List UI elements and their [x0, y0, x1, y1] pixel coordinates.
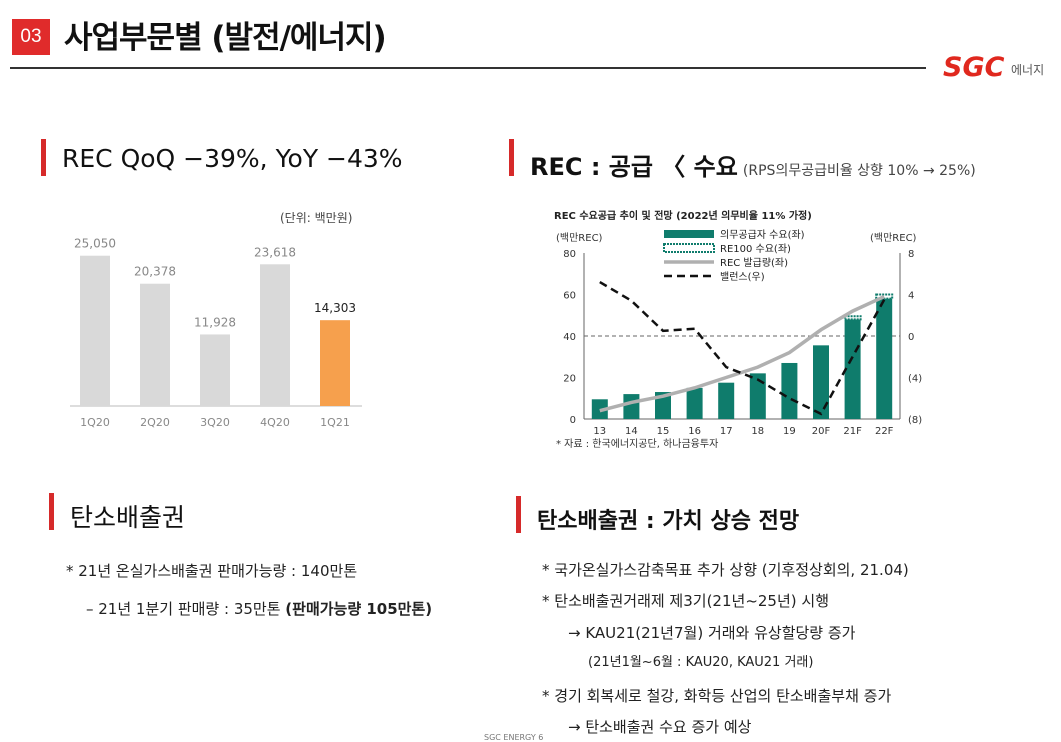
legend-swatch-re100	[663, 243, 715, 253]
carbon-item-6: → 탄소배출권 수요 증가 예상	[568, 718, 752, 736]
section-number-badge: 03	[12, 19, 50, 55]
y-left-label: (백만REC)	[556, 232, 603, 244]
footer-text: SGC ENERGY 6	[484, 733, 544, 742]
x-tick-1Q21: 1Q21	[320, 416, 350, 429]
y-tick-right: 8	[908, 249, 914, 260]
demand-bar-19	[781, 362, 798, 419]
sgc-logo: SGC	[943, 52, 1009, 86]
balance-line	[599, 280, 886, 416]
legend-label: 밸런스(우)	[720, 271, 765, 283]
rec-supply-demand-chart: REC 수요공급 추이 및 전망 (2022년 의무비율 11% 가정) (백만…	[554, 209, 922, 450]
page-title: 사업부문별 (발전/에너지)	[64, 20, 387, 56]
demand-bar-17	[718, 382, 735, 419]
x-tick-18: 18	[751, 426, 764, 437]
rec-supply-title: REC : 공급 〈 수요	[530, 153, 738, 181]
x-tick-14: 14	[625, 426, 638, 437]
carbon-title: 탄소배출권	[70, 503, 186, 532]
demand-bar-14	[623, 394, 640, 419]
carbon-item-3: → KAU21(21년7월) 거래와 유상할당량 증가	[568, 624, 856, 642]
y-tick-right: 4	[908, 291, 914, 302]
x-tick-21F: 21F	[843, 426, 862, 437]
x-tick-16: 16	[688, 426, 701, 437]
x-tick-17: 17	[720, 426, 733, 437]
y-tick-left: 80	[563, 249, 576, 260]
value-label-1Q21: 14,303	[314, 301, 356, 315]
rec-qoq-title: REC QoQ −39%, YoY −43%	[62, 144, 403, 173]
bar-3Q20	[200, 334, 230, 406]
demand-bar-16	[686, 387, 703, 419]
y-right-label: (백만REC)	[870, 232, 917, 244]
rec-issuance-line	[599, 294, 885, 413]
y-tick-left: 60	[563, 291, 576, 302]
legend-swatch-demand	[664, 230, 714, 238]
carbon-note-2: – 21년 1분기 판매량 : 35만톤 (판매가능량 105만톤)	[86, 598, 432, 619]
rec-revenue-chart: (단위: 백만원) 25,050 1Q20 20,378 2Q20 11,928 3Q20…	[70, 211, 362, 429]
y-tick-right: 0	[908, 332, 914, 343]
chart-title: REC 수요공급 추이 및 전망 (2022년 의무비율 11% 가정)	[554, 209, 812, 222]
bar-4Q20	[260, 264, 290, 406]
y-tick-left: 40	[563, 332, 576, 343]
unit-note: (단위: 백만원)	[280, 211, 352, 225]
section-marker	[41, 139, 46, 176]
section-marker	[516, 496, 521, 533]
value-label-1Q20: 25,050	[74, 237, 116, 251]
demand-bar-20F	[813, 345, 829, 419]
logo-text: 에너지	[1011, 63, 1045, 77]
x-tick-3Q20: 3Q20	[200, 416, 230, 429]
value-label-3Q20: 11,928	[194, 315, 236, 329]
x-tick-13: 13	[593, 426, 606, 437]
x-tick-4Q20: 4Q20	[260, 416, 290, 429]
re100-bar-21F	[843, 315, 862, 321]
x-tick-19: 19	[783, 426, 796, 437]
carbon-note-1: * 21년 온실가스배출권 판매가능량 : 140만톤	[66, 562, 358, 580]
header-divider	[10, 67, 926, 69]
bar-2Q20	[140, 283, 170, 406]
carbon-item-4: (21년1월~6월 : KAU20, KAU21 거래)	[588, 655, 814, 670]
x-tick-20F: 20F	[812, 426, 831, 437]
legend-label: REC 발급량(좌)	[720, 257, 788, 269]
rec-supply-subtitle: (RPS의무공급비율 상향 10% → 25%)	[742, 163, 976, 179]
x-tick-22F: 22F	[875, 426, 894, 437]
y-tick-left: 20	[563, 374, 576, 385]
carbon-item-5: * 경기 회복세로 철강, 화학등 산업의 탄소배출부채 증가	[542, 687, 892, 705]
value-label-4Q20: 23,618	[254, 245, 296, 259]
section-marker	[509, 139, 514, 176]
carbon-value-title: 탄소배출권 : 가치 상승 전망	[537, 509, 800, 534]
x-tick-1Q20: 1Q20	[80, 416, 110, 429]
rec-supply-heading: REC : 공급 〈 수요 (RPS의무공급비율 상향 10% → 25%)	[530, 147, 976, 182]
legend-label: RE100 수요(좌)	[720, 243, 791, 255]
bar-1Q21	[320, 320, 350, 406]
carbon-item-2: * 탄소배출권거래제 제3기(21년~25년) 시행	[542, 592, 829, 610]
bar-1Q20	[80, 255, 110, 406]
chart-source: * 자료 : 한국에너지공단, 하나금융투자	[556, 437, 718, 450]
x-tick-2Q20: 2Q20	[140, 416, 170, 429]
demand-bar-18	[749, 373, 766, 419]
value-label-2Q20: 20,378	[134, 265, 176, 279]
carbon-item-1: * 국가온실가스감축목표 추가 상향 (기후정상회의, 21.04)	[542, 561, 909, 579]
svg-text:SGC: SGC	[943, 52, 1005, 82]
carbon-note-2-bold: (판매가능량 105만톤)	[285, 600, 433, 618]
y-tick-left: 0	[570, 415, 576, 426]
section-marker	[49, 493, 54, 530]
y-tick-right: (4)	[908, 374, 922, 385]
y-tick-right: (8)	[908, 415, 922, 426]
legend-label: 의무공급자 수요(좌)	[720, 229, 805, 241]
x-tick-15: 15	[657, 426, 670, 437]
demand-bar-21F	[844, 319, 861, 419]
carbon-note-2-text: – 21년 1분기 판매량 : 35만톤	[86, 600, 281, 618]
demand-bar-22F	[876, 298, 893, 419]
demand-bar-15	[655, 392, 671, 419]
